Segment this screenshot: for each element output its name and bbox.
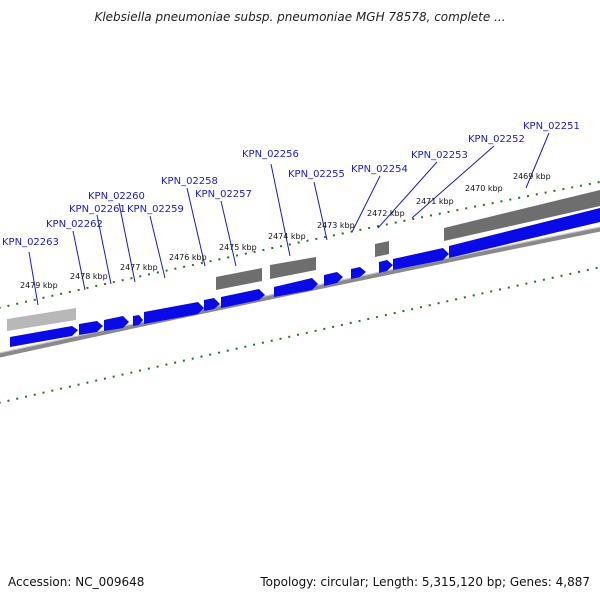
gene-label: KPN_02255 — [288, 169, 345, 180]
accession-label: Accession: NC_009648 — [8, 575, 145, 589]
feature-block — [270, 257, 316, 279]
kbp-tick-label: 2471 kbp — [416, 197, 454, 206]
gene-label: KPN_02258 — [161, 176, 218, 187]
feature-block — [375, 241, 389, 257]
kbp-tick-label: 2473 kbp — [317, 221, 355, 230]
gene-arrow — [274, 278, 318, 297]
gene-arrow — [221, 289, 265, 308]
gene-label: KPN_02257 — [195, 189, 252, 200]
gene-arrow — [393, 248, 449, 270]
gene-label: KPN_02253 — [411, 150, 468, 161]
kbp-tick-label: 2476 kbp — [169, 253, 207, 262]
gene-arrow — [133, 315, 143, 326]
kbp-tick-label: 2475 kbp — [219, 243, 257, 252]
gene-track[interactable] — [10, 208, 600, 347]
gene-label: KPN_02252 — [468, 134, 525, 145]
gene-label: KPN_02260 — [88, 191, 145, 202]
gene-label-leaders — [28, 132, 550, 306]
genome-summary: Topology: circular; Length: 5,315,120 bp… — [260, 575, 590, 589]
feature-block — [7, 308, 76, 331]
kbp-tick-label: 2469 kbp — [513, 172, 551, 181]
gene-label: KPN_02259 — [127, 204, 184, 215]
gene-arrow — [79, 321, 103, 335]
map-title: Klebsiella pneumoniae subsp. pneumoniae … — [94, 10, 506, 24]
gene-arrow — [351, 267, 366, 279]
feature-block — [444, 190, 600, 241]
gene-arrow — [144, 302, 204, 324]
kbp-labels: 2479 kbp 2478 kbp 2477 kbp 2476 kbp 2475… — [20, 172, 551, 290]
outer-ruler — [0, 180, 600, 309]
feature-block — [216, 268, 262, 290]
gene-label: KPN_02254 — [351, 164, 408, 175]
gene-label: KPN_02256 — [242, 149, 299, 160]
gene-label: KPN_02263 — [2, 237, 59, 248]
gene-label: KPN_02261 — [69, 204, 126, 215]
gene-arrow — [324, 272, 343, 286]
gene-arrow — [10, 326, 78, 347]
gene-label: KPN_02251 — [523, 121, 580, 132]
gene-arrow — [379, 260, 393, 273]
gene-arrow — [204, 298, 220, 311]
gene-arrow — [104, 316, 129, 331]
gene-label: KPN_02262 — [46, 219, 103, 230]
kbp-tick-label: 2472 kbp — [367, 209, 405, 218]
kbp-tick-label: 2470 kbp — [465, 184, 503, 193]
gene-labels[interactable]: KPN_02263 KPN_02262 KPN_02261 KPN_02260 … — [2, 121, 580, 248]
feature-track — [7, 190, 600, 331]
kbp-tick-label: 2478 kbp — [70, 272, 108, 281]
gene-arrow — [449, 208, 600, 258]
kbp-tick-label: 2474 kbp — [268, 232, 306, 241]
kbp-tick-label: 2477 kbp — [120, 263, 158, 272]
kbp-tick-label: 2479 kbp — [20, 281, 58, 290]
